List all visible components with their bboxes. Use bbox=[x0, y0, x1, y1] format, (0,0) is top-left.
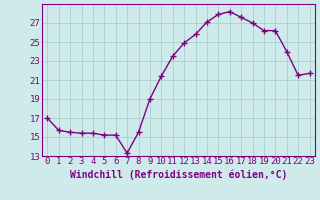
X-axis label: Windchill (Refroidissement éolien,°C): Windchill (Refroidissement éolien,°C) bbox=[70, 169, 287, 180]
